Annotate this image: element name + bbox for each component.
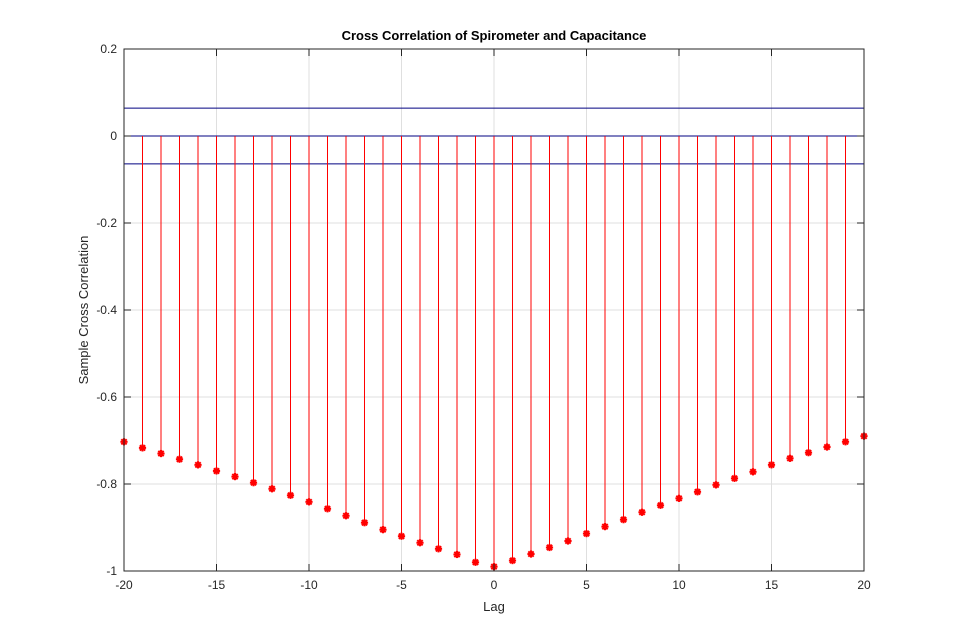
stem-marker — [231, 473, 239, 481]
y-axis-label: Sample Cross Correlation — [76, 236, 91, 385]
x-tick-label: 20 — [857, 578, 871, 592]
stem-marker — [527, 550, 535, 558]
stem-marker — [601, 523, 609, 531]
stem-marker — [638, 508, 646, 516]
x-tick-label: 5 — [583, 578, 590, 592]
stem-marker — [397, 532, 406, 540]
x-tick-label: 0 — [491, 578, 498, 592]
stem-marker — [767, 461, 776, 469]
stem-marker — [564, 537, 572, 545]
stem-marker — [786, 454, 794, 462]
y-tick-label: -0.4 — [96, 303, 117, 317]
stem-marker — [434, 545, 443, 553]
stem-marker — [656, 501, 665, 509]
x-axis-label: Lag — [483, 599, 505, 614]
stem-marker — [693, 488, 702, 496]
stem-marker — [619, 516, 628, 524]
stem-marker — [175, 455, 184, 463]
x-tick-label: -20 — [115, 578, 133, 592]
stem-marker — [582, 529, 591, 538]
stem-marker — [286, 491, 295, 499]
stem-marker — [545, 543, 554, 552]
y-tick-label: -0.6 — [96, 390, 117, 404]
stem-marker — [249, 479, 258, 487]
x-axis-ticks: -20 -15 -10 -5 0 5 10 15 20 — [115, 49, 871, 592]
x-tick-label: -5 — [396, 578, 407, 592]
stem-marker — [212, 467, 221, 475]
stem-marker — [416, 539, 424, 547]
x-tick-label: 10 — [672, 578, 686, 592]
stem-marker — [453, 550, 461, 559]
stem-marker — [138, 444, 147, 452]
stem-series — [120, 136, 868, 571]
x-tick-label: -10 — [300, 578, 318, 592]
stem-marker — [360, 519, 369, 527]
stem-marker — [823, 443, 831, 451]
stem-marker — [471, 558, 480, 566]
y-tick-label: -0.8 — [96, 477, 117, 491]
y-axis-ticks: -1 -0.8 -0.6 -0.4 -0.2 0 0.2 — [96, 42, 864, 578]
stem-marker — [268, 485, 276, 493]
stem-marker — [342, 512, 350, 520]
stem-marker — [194, 461, 202, 469]
stem-marker — [379, 526, 387, 534]
stem-marker — [749, 468, 757, 476]
stem-marker — [508, 556, 517, 565]
x-tick-label: -15 — [208, 578, 226, 592]
stem-marker — [305, 498, 313, 506]
chart-title: Cross Correlation of Spirometer and Capa… — [342, 28, 647, 43]
y-tick-label: 0.2 — [100, 42, 117, 56]
stem-marker — [730, 474, 739, 482]
stem-marker — [157, 449, 165, 458]
stem-marker — [675, 494, 683, 502]
y-tick-label: -1 — [106, 564, 117, 578]
y-tick-label: -0.2 — [96, 216, 117, 230]
stem-marker — [804, 449, 813, 457]
stem-marker — [323, 505, 332, 513]
stem-marker — [841, 438, 850, 446]
stem-marker — [712, 481, 720, 489]
x-tick-label: 15 — [765, 578, 779, 592]
y-tick-label: 0 — [110, 129, 117, 143]
